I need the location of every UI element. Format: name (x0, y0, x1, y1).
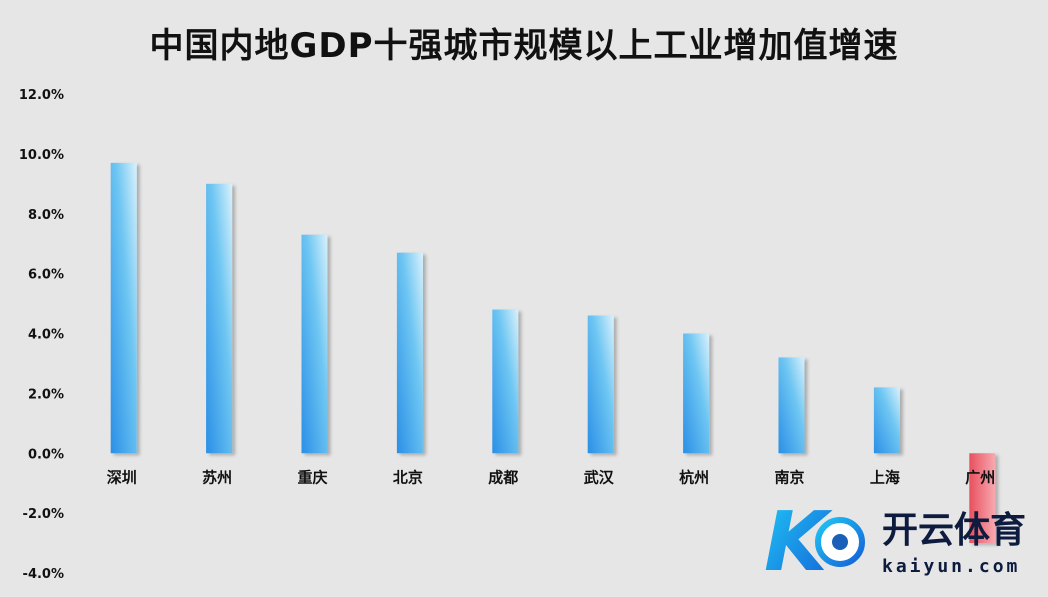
y-tick-label: 0.0% (28, 447, 64, 462)
bar-5 (587, 315, 614, 454)
x-tick-label: 苏州 (202, 468, 232, 486)
x-tick-label: 深圳 (107, 468, 137, 486)
watermark-logo: K 开云体育 kaiyun.com (764, 498, 1026, 588)
bar-8 (873, 387, 900, 454)
bar-9 (969, 453, 996, 544)
x-tick-label: 广州 (965, 468, 995, 486)
bar-6 (683, 333, 710, 454)
x-tick-label: 南京 (774, 468, 804, 486)
y-tick-label: 8.0% (28, 208, 64, 223)
y-tick-label: 10.0% (19, 148, 64, 163)
bar-3 (396, 252, 423, 454)
y-tick-label: 4.0% (28, 328, 64, 343)
y-tick-label: -2.0% (23, 507, 64, 522)
bar-2 (301, 234, 328, 454)
bar-0 (110, 162, 137, 454)
watermark-brand-cn: 开云体育 (882, 510, 1026, 551)
x-tick-label: 上海 (870, 468, 900, 486)
y-tick-label: 2.0% (28, 387, 64, 402)
bar-1 (206, 183, 233, 454)
watermark-brand-en: kaiyun.com (882, 556, 1020, 577)
bar-7 (778, 357, 805, 454)
x-tick-label: 成都 (488, 468, 518, 486)
bar-4 (492, 309, 519, 454)
x-tick-label: 北京 (393, 468, 423, 486)
y-tick-label: 12.0% (19, 88, 64, 103)
y-tick-label: -4.0% (23, 567, 64, 582)
x-tick-label: 杭州 (679, 468, 709, 486)
y-tick-label: 6.0% (28, 268, 64, 283)
x-tick-label: 重庆 (297, 468, 327, 486)
x-tick-label: 武汉 (584, 468, 615, 486)
chart-title: 中国内地GDP十强城市规模以上工业增加值增速 (149, 26, 899, 66)
